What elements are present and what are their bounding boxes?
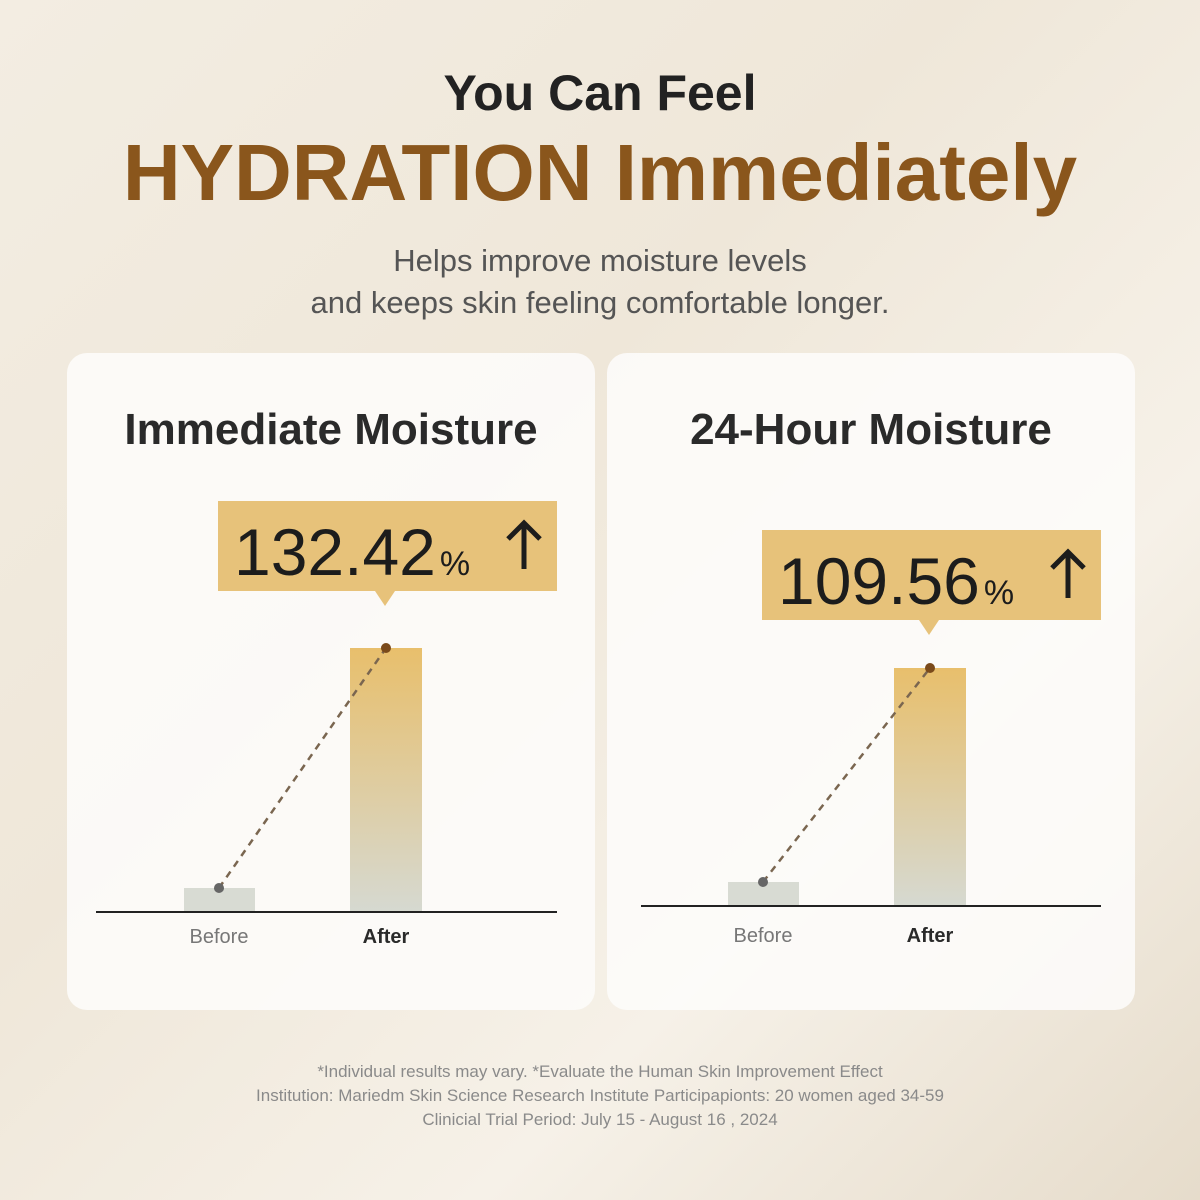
value: 132.42 [234,515,436,589]
up-arrow [1050,548,1086,598]
footnote: Institution: Mariedm Skin Science Resear… [256,1086,944,1105]
callout [762,530,1101,620]
panel-card [607,353,1135,1010]
x-label: After [907,925,954,947]
x-label: Before [190,926,249,948]
callout-pointer [375,591,395,606]
subtitle: Helps improve moisture levels [393,243,806,278]
x-label: Before [734,925,793,947]
callout-pointer [919,620,939,635]
unit: % [984,574,1014,612]
panel: 24-Hour Moisture 109.56 % Before After [607,353,1135,1010]
headline: HYDRATION Immediately [123,128,1078,217]
bar-after [350,648,422,912]
footnote: *Individual results may vary. *Evaluate … [317,1062,883,1081]
unit: % [440,545,470,583]
dot [214,883,224,893]
value: 109.56 [778,544,980,618]
subtitle: and keeps skin feeling comfortable longe… [310,285,889,320]
dot [925,663,935,673]
trend-line [762,667,931,883]
panel-title: Immediate Moisture [124,405,537,454]
bar-after [894,668,966,906]
panel: Immediate Moisture 132.42 % Before After [67,353,595,1010]
callout-value: 109.56% [778,544,1014,618]
eyebrow: You Can Feel [443,65,756,121]
dot [381,643,391,653]
dot [758,877,768,887]
up-arrow [506,519,542,569]
footnote: Clinicial Trial Period: July 15 - August… [422,1110,777,1129]
callout [218,501,557,591]
x-label: After [363,926,410,948]
callout-value: 132.42% [234,515,470,589]
panel-title: 24-Hour Moisture [690,405,1052,454]
trend-line [217,647,388,889]
